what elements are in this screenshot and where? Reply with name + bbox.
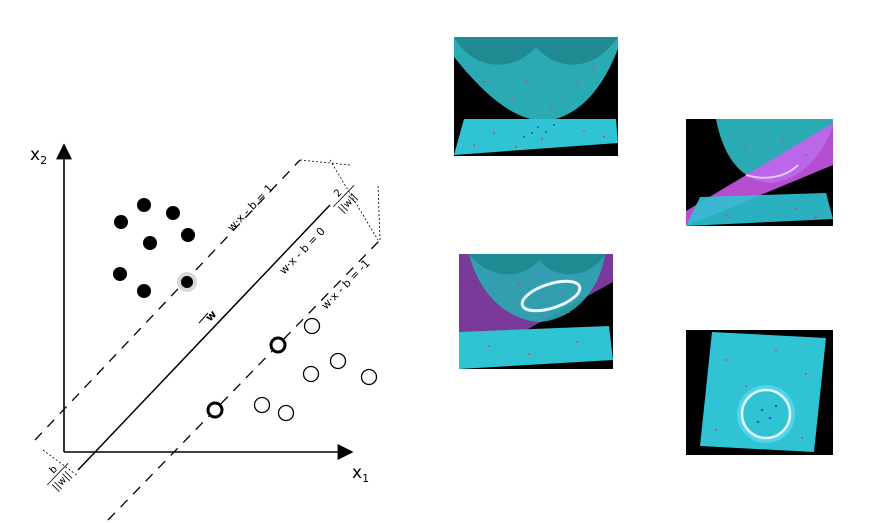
support-vector-hollow [206,401,224,419]
data-point-hollow [277,404,295,422]
data-point-filled [137,198,151,212]
3d-paraboloid-cut-panel [686,119,833,226]
data-point-hollow [302,365,320,383]
margin-hyperplane-minus [107,239,381,521]
data-point-filled [114,215,128,229]
margin-bracket-side [329,159,379,241]
paraboloid-rim [469,254,605,275]
data-point-filled [137,284,151,298]
data-point-hollow [329,352,347,370]
intersection-glow [745,164,799,179]
glowing-ring [520,279,582,313]
svm-margin-diagram: x2 x1 w w·x - b = 1 w·x - b = 0 w·x - b … [30,143,381,521]
svg-text:b: b [48,464,60,476]
hyperplane-mid-label: w·x - b = 0 [277,225,328,277]
paraboloid-rim [454,37,618,65]
margin-width-label: 2 ||w|| [332,185,360,215]
hyperplane-minus-label: w·x - b = -1 [319,257,373,312]
data-point-filled [181,228,195,242]
ring-glow [737,385,795,443]
data-point-hollow [303,317,321,335]
decision-hyperplane [77,204,331,471]
data-point-filled [166,206,180,220]
3d-intersection-ring-panel [459,254,613,369]
margin-bracket-top [299,159,351,166]
margin-bracket-bottom [377,184,381,241]
data-point-hollow [360,368,378,386]
y-axis-label: x2 [30,145,47,167]
feature-plane-top [700,332,826,452]
hyperplane-plus-label: w·x - b = 1 [225,182,276,234]
data-point-filled [113,267,127,281]
data-point-hollow [253,396,271,414]
normal-vector-tick [198,312,209,324]
normal-vector-label: w [203,308,219,324]
feature-plane [686,193,833,226]
feature-plane [459,326,613,369]
x-axis-label: x1 [352,463,369,485]
svg-text:2: 2 [332,187,344,199]
offset-label: b ||w|| [46,463,74,493]
3d-paraboloid-lift-panel [454,37,618,156]
support-vector-hollow [269,336,287,354]
support-vector-filled [181,276,193,288]
positive-class-points [113,198,197,298]
negative-class-points [206,317,378,422]
decision-circle [740,388,792,440]
3d-top-view-panel [686,330,833,455]
offset-bracket [42,449,79,477]
data-point-filled [143,236,157,250]
feature-plane [454,119,618,155]
